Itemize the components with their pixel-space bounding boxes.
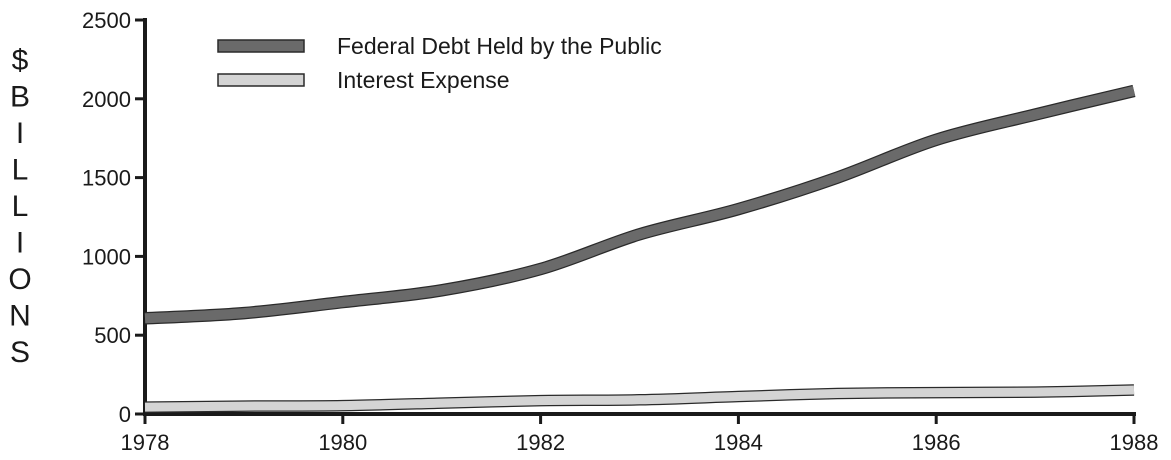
series-line-fill xyxy=(144,385,1135,412)
legend-label: Federal Debt Held by the Public xyxy=(337,33,662,59)
y-tick-label: 500 xyxy=(94,323,131,348)
y-axis-label-letter: O xyxy=(8,263,31,296)
y-ticks: 0 500 1000 1500 2000 2500 xyxy=(82,8,145,427)
y-tick-label: 2500 xyxy=(82,8,131,33)
x-tick-label: 1986 xyxy=(912,430,961,455)
x-tick-label: 1982 xyxy=(516,430,565,455)
y-axis-label-letter: I xyxy=(16,117,24,150)
y-tick-label: 1000 xyxy=(82,244,131,269)
y-axis-label-letter: $ xyxy=(12,44,29,77)
y-tick-label: 1500 xyxy=(82,166,131,191)
x-tick-label: 1978 xyxy=(121,430,170,455)
y-axis-label-letter: I xyxy=(16,227,24,260)
series-line-federal-debt xyxy=(144,84,1136,325)
x-tick-label: 1980 xyxy=(318,430,367,455)
y-tick-label: 0 xyxy=(119,402,131,427)
y-axis-label-letter: L xyxy=(12,154,29,187)
y-axis-label-letter: S xyxy=(10,336,30,369)
x-ticks: 1978 1980 1982 1984 1986 1988 xyxy=(121,414,1159,455)
series-line-fill xyxy=(144,86,1136,324)
series-lines xyxy=(144,84,1136,413)
y-axis-label-letter: N xyxy=(9,300,31,333)
legend-swatch xyxy=(217,73,305,87)
x-tick-label: 1984 xyxy=(714,430,763,455)
series-line-interest-expense xyxy=(144,384,1135,413)
y-tick-label: 2000 xyxy=(82,87,131,112)
legend-swatch xyxy=(217,39,305,53)
y-axis-label-letter: B xyxy=(10,81,30,114)
y-axis-label-letter: L xyxy=(12,190,29,223)
legend-label: Interest Expense xyxy=(337,67,510,93)
legend: Federal Debt Held by the Public Interest … xyxy=(217,33,662,93)
x-tick-label: 1988 xyxy=(1110,430,1159,455)
axes xyxy=(143,18,1136,416)
